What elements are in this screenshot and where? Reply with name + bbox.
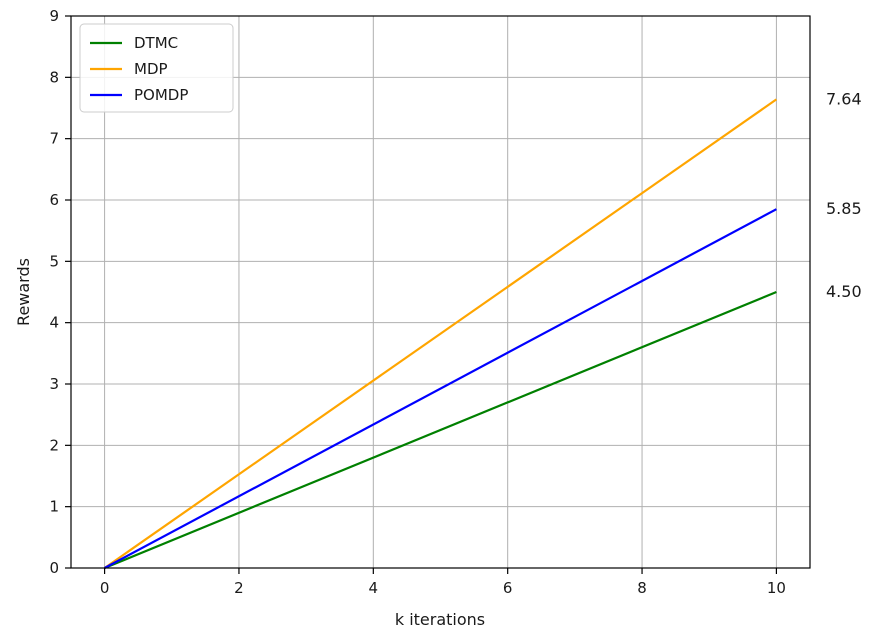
legend-label-mdp: MDP xyxy=(134,60,168,78)
series-line-mdp xyxy=(103,98,778,569)
end-label-dtmc: 4.50 xyxy=(826,282,862,301)
y-tick-label: 9 xyxy=(49,7,59,25)
axis-ticks: 0 2 4 6 8 10 0 1 2 3 4 5 6 7 8 9 xyxy=(49,7,786,597)
y-tick-label: 6 xyxy=(49,191,59,209)
x-tick-label: 8 xyxy=(637,579,647,597)
legend: DTMC MDP POMDP xyxy=(79,23,234,113)
legend-label-dtmc: DTMC xyxy=(134,34,178,52)
x-tick-label: 10 xyxy=(767,579,786,597)
y-tick-label: 8 xyxy=(49,68,59,86)
series-line-pomdp xyxy=(104,208,777,569)
x-tick-label: 6 xyxy=(503,579,513,597)
y-tick-label: 7 xyxy=(49,130,59,148)
x-axis-label: k iterations xyxy=(395,610,485,629)
end-value-labels: 4.50 7.64 5.85 xyxy=(826,89,862,301)
legend-box xyxy=(79,23,234,113)
end-label-mdp: 7.64 xyxy=(826,89,862,108)
series-line-dtmc xyxy=(104,290,777,570)
legend-label-pomdp: POMDP xyxy=(134,86,188,104)
y-tick-label: 2 xyxy=(49,436,59,454)
y-tick-label: 0 xyxy=(49,559,59,577)
y-tick-label: 1 xyxy=(49,498,59,516)
plot-area-frame xyxy=(70,15,811,569)
x-tick-label: 0 xyxy=(100,579,110,597)
end-label-pomdp: 5.85 xyxy=(826,199,862,218)
x-tick-label: 4 xyxy=(369,579,379,597)
y-tick-label: 3 xyxy=(49,375,59,393)
series-lines xyxy=(103,98,778,570)
y-tick-label: 5 xyxy=(49,252,59,270)
y-tick-label: 4 xyxy=(49,314,59,332)
x-tick-label: 2 xyxy=(234,579,244,597)
y-axis-label: Rewards xyxy=(14,258,33,326)
